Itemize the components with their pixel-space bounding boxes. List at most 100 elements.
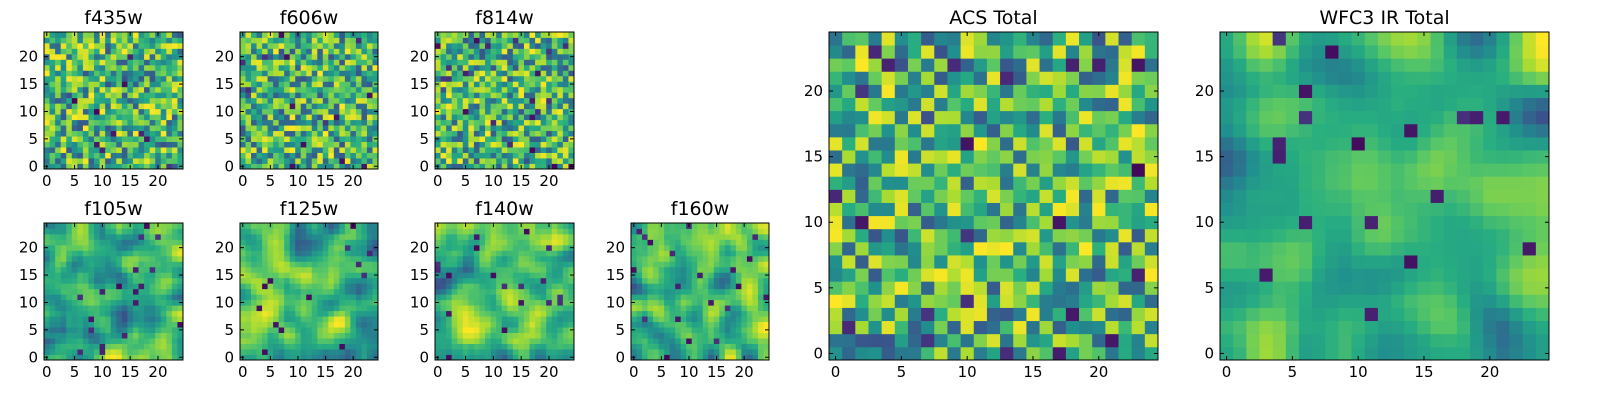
heatmap-cell [868,163,883,177]
heatmap-cell [94,42,100,49]
heatmap-cell [485,42,491,49]
heatmap-cell [105,332,112,339]
heatmap-cell [440,327,447,333]
heatmap-cell [568,305,575,312]
heatmap-cell [829,150,843,164]
heatmap-cell [713,261,720,268]
heatmap-cell [44,332,50,339]
heatmap-cell [1105,307,1119,322]
heatmap-cell [149,327,156,333]
heatmap-cell [485,59,491,66]
heatmap-cell [273,103,280,110]
heatmap-cell [262,310,268,317]
heatmap-cell [1000,189,1014,203]
heatmap-cell [350,141,357,148]
y-tick-label: 0 [419,157,429,175]
heatmap-cell [664,228,671,235]
heatmap-cell [251,158,257,164]
heatmap-cell [842,294,856,308]
heatmap-cell [713,332,720,339]
heatmap-cell [366,349,373,355]
heatmap-cell [110,299,117,306]
heatmap-cell [763,316,770,323]
heatmap-cell [355,305,362,312]
heatmap-cell [322,255,329,262]
heatmap-cell [551,75,558,82]
heatmap-cell [350,272,357,279]
heatmap-cell [300,42,307,49]
heatmap-cell [568,255,575,262]
heatmap-cell [149,354,156,361]
heatmap-cell [741,327,748,333]
heatmap-cell [289,119,296,126]
heatmap-cell [479,283,486,290]
heatmap-cell [144,228,151,235]
heatmap-cell [719,294,726,301]
heatmap-cell [166,299,173,306]
x-tick-label: 5 [461,363,471,381]
heatmap-cell [166,32,173,38]
heatmap-cell [462,338,469,344]
heatmap-cell [647,294,654,301]
heatmap-cell [540,70,547,77]
heatmap-cell [166,59,173,66]
heatmap-cell [88,75,95,82]
heatmap-cell [366,119,373,126]
heatmap-cell [535,136,542,142]
heatmap-cell [105,163,112,170]
heatmap-cell [708,343,715,350]
heatmap-cell [267,349,274,355]
heatmap-cell [457,305,464,312]
heatmap-cell [105,97,112,104]
heatmap-cell [160,277,167,284]
heatmap-cell [350,321,357,328]
heatmap-cell [289,255,296,262]
heatmap-cell [907,346,922,361]
heatmap-cell [1144,294,1159,308]
heatmap-cell [540,92,547,99]
heatmap-cell [273,114,280,121]
heatmap-cell [719,283,726,290]
heatmap-cell [986,307,1001,322]
heatmap-cell [462,266,469,273]
heatmap-cell [149,316,156,323]
heatmap-cell [1144,281,1159,295]
heatmap-cell [557,152,564,159]
heatmap-cell [110,59,117,66]
heatmap-cell [138,92,145,99]
heatmap-cell [273,316,280,323]
heatmap-cell [546,42,553,49]
heatmap-cell [763,250,770,257]
heatmap-cell [512,233,519,240]
heatmap-cell [675,223,682,229]
heatmap-cell [702,321,709,328]
heatmap-cell [116,37,123,44]
heatmap-cell [110,64,117,71]
heatmap-cell [88,81,95,88]
heatmap-cell [507,147,514,153]
heatmap-cell [289,277,296,284]
heatmap-cell [284,81,291,88]
heatmap-cell [177,255,184,262]
heatmap-cell [105,316,112,323]
heatmap-cell [631,277,637,284]
heatmap-cell [177,141,184,148]
heatmap-cell [366,255,373,262]
heatmap-cell [557,163,564,170]
heatmap-cell [66,42,73,49]
heatmap-cell [372,294,379,301]
heatmap-cell [44,310,50,317]
heatmap-cell [501,81,508,88]
heatmap-cell [144,48,151,55]
heatmap-cell [568,141,575,148]
heatmap-cell [763,255,770,262]
x-tick-label: 15 [512,172,531,190]
heatmap-cell [149,272,156,279]
heatmap-cell [60,42,67,49]
heatmap-cell [642,239,648,246]
heatmap-cell [686,299,693,306]
heatmap-cell [675,277,682,284]
heatmap-cell [636,261,643,268]
heatmap-cell [708,338,715,344]
heatmap-cell [289,37,296,44]
